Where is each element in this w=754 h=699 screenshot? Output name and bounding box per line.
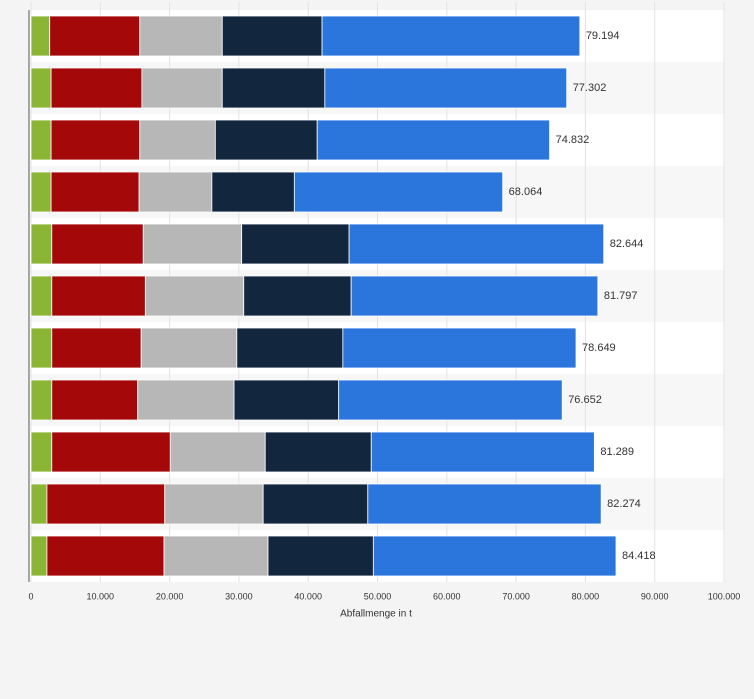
bar-segment xyxy=(137,379,235,421)
x-tick-label: 10.000 xyxy=(87,591,115,601)
bar-segment xyxy=(236,327,344,369)
bar-segment xyxy=(51,223,144,265)
bar-segment xyxy=(51,275,146,317)
bar-segment xyxy=(30,483,48,525)
total-label: 76.652 xyxy=(568,394,602,406)
bar-segment xyxy=(338,379,563,421)
x-tick-label: 30.000 xyxy=(225,591,253,601)
x-tick-label: 80.000 xyxy=(572,591,600,601)
bar-segment xyxy=(139,119,216,161)
bar-segment xyxy=(144,275,245,317)
bar-segment xyxy=(367,483,602,525)
bar-segment xyxy=(321,15,581,57)
bar-segment xyxy=(293,171,504,213)
x-tick-label: 40.000 xyxy=(294,591,322,601)
bar-segment xyxy=(324,67,568,109)
bar-segment xyxy=(348,223,605,265)
total-label: 78.649 xyxy=(582,342,616,354)
bar-segment xyxy=(49,15,141,57)
bar-segment xyxy=(141,67,223,109)
bar-segment xyxy=(30,171,52,213)
total-label: 81.289 xyxy=(600,446,634,458)
total-label: 82.644 xyxy=(610,238,644,250)
x-axis-label: Abfallmenge in t xyxy=(340,609,412,620)
x-tick-label: 60.000 xyxy=(433,591,461,601)
total-label: 79.194 xyxy=(586,30,620,42)
bar-segment xyxy=(51,379,139,421)
bar-segment xyxy=(316,119,550,161)
total-label: 68.064 xyxy=(509,186,543,198)
x-tick-label: 100.000 xyxy=(708,591,741,601)
bar-segment xyxy=(30,15,51,57)
bar-segment xyxy=(169,431,266,473)
bar-segment xyxy=(140,327,238,369)
bar-segment xyxy=(138,171,213,213)
bar-segment xyxy=(51,431,171,473)
bar-segment xyxy=(370,431,595,473)
total-label: 77.302 xyxy=(573,82,607,94)
bar-segment xyxy=(142,223,243,265)
bar-segment xyxy=(51,327,142,369)
bar-segment xyxy=(30,223,53,265)
bar-segment xyxy=(30,431,53,473)
bar-segment xyxy=(267,535,374,577)
bar-segment xyxy=(50,171,140,213)
bar-segment xyxy=(30,327,53,369)
bar-segment xyxy=(46,483,166,525)
bar-segment xyxy=(50,119,141,161)
bar-segment xyxy=(46,535,165,577)
x-tick-label: 50.000 xyxy=(364,591,392,601)
total-label: 81.797 xyxy=(604,290,638,302)
bar-segment xyxy=(350,275,599,317)
x-tick-label: 20.000 xyxy=(156,591,184,601)
x-tick-label: 90.000 xyxy=(641,591,669,601)
x-tick-label: 0 xyxy=(28,591,33,601)
total-label: 82.274 xyxy=(607,498,641,510)
bar-segment xyxy=(30,67,52,109)
bar-segment xyxy=(163,535,269,577)
total-label: 84.418 xyxy=(622,550,656,562)
bar-segment xyxy=(233,379,340,421)
bar-segment xyxy=(30,275,53,317)
bar-segment xyxy=(50,67,143,109)
bar-segment xyxy=(30,119,52,161)
bar-segment xyxy=(30,535,48,577)
bar-segment xyxy=(214,119,318,161)
bar-segment xyxy=(262,483,369,525)
bar-segment xyxy=(211,171,295,213)
bar-segment xyxy=(164,483,264,525)
bar-segment xyxy=(139,15,223,57)
bar-segment xyxy=(30,379,53,421)
bar-segment xyxy=(221,15,323,57)
x-tick-label: 70.000 xyxy=(502,591,530,601)
bar-segment xyxy=(221,67,326,109)
bar-segment xyxy=(372,535,617,577)
bar-segment xyxy=(243,275,352,317)
bar-segment xyxy=(264,431,372,473)
total-label: 74.832 xyxy=(556,134,590,146)
bar-segment xyxy=(342,327,577,369)
bar-segment xyxy=(241,223,350,265)
